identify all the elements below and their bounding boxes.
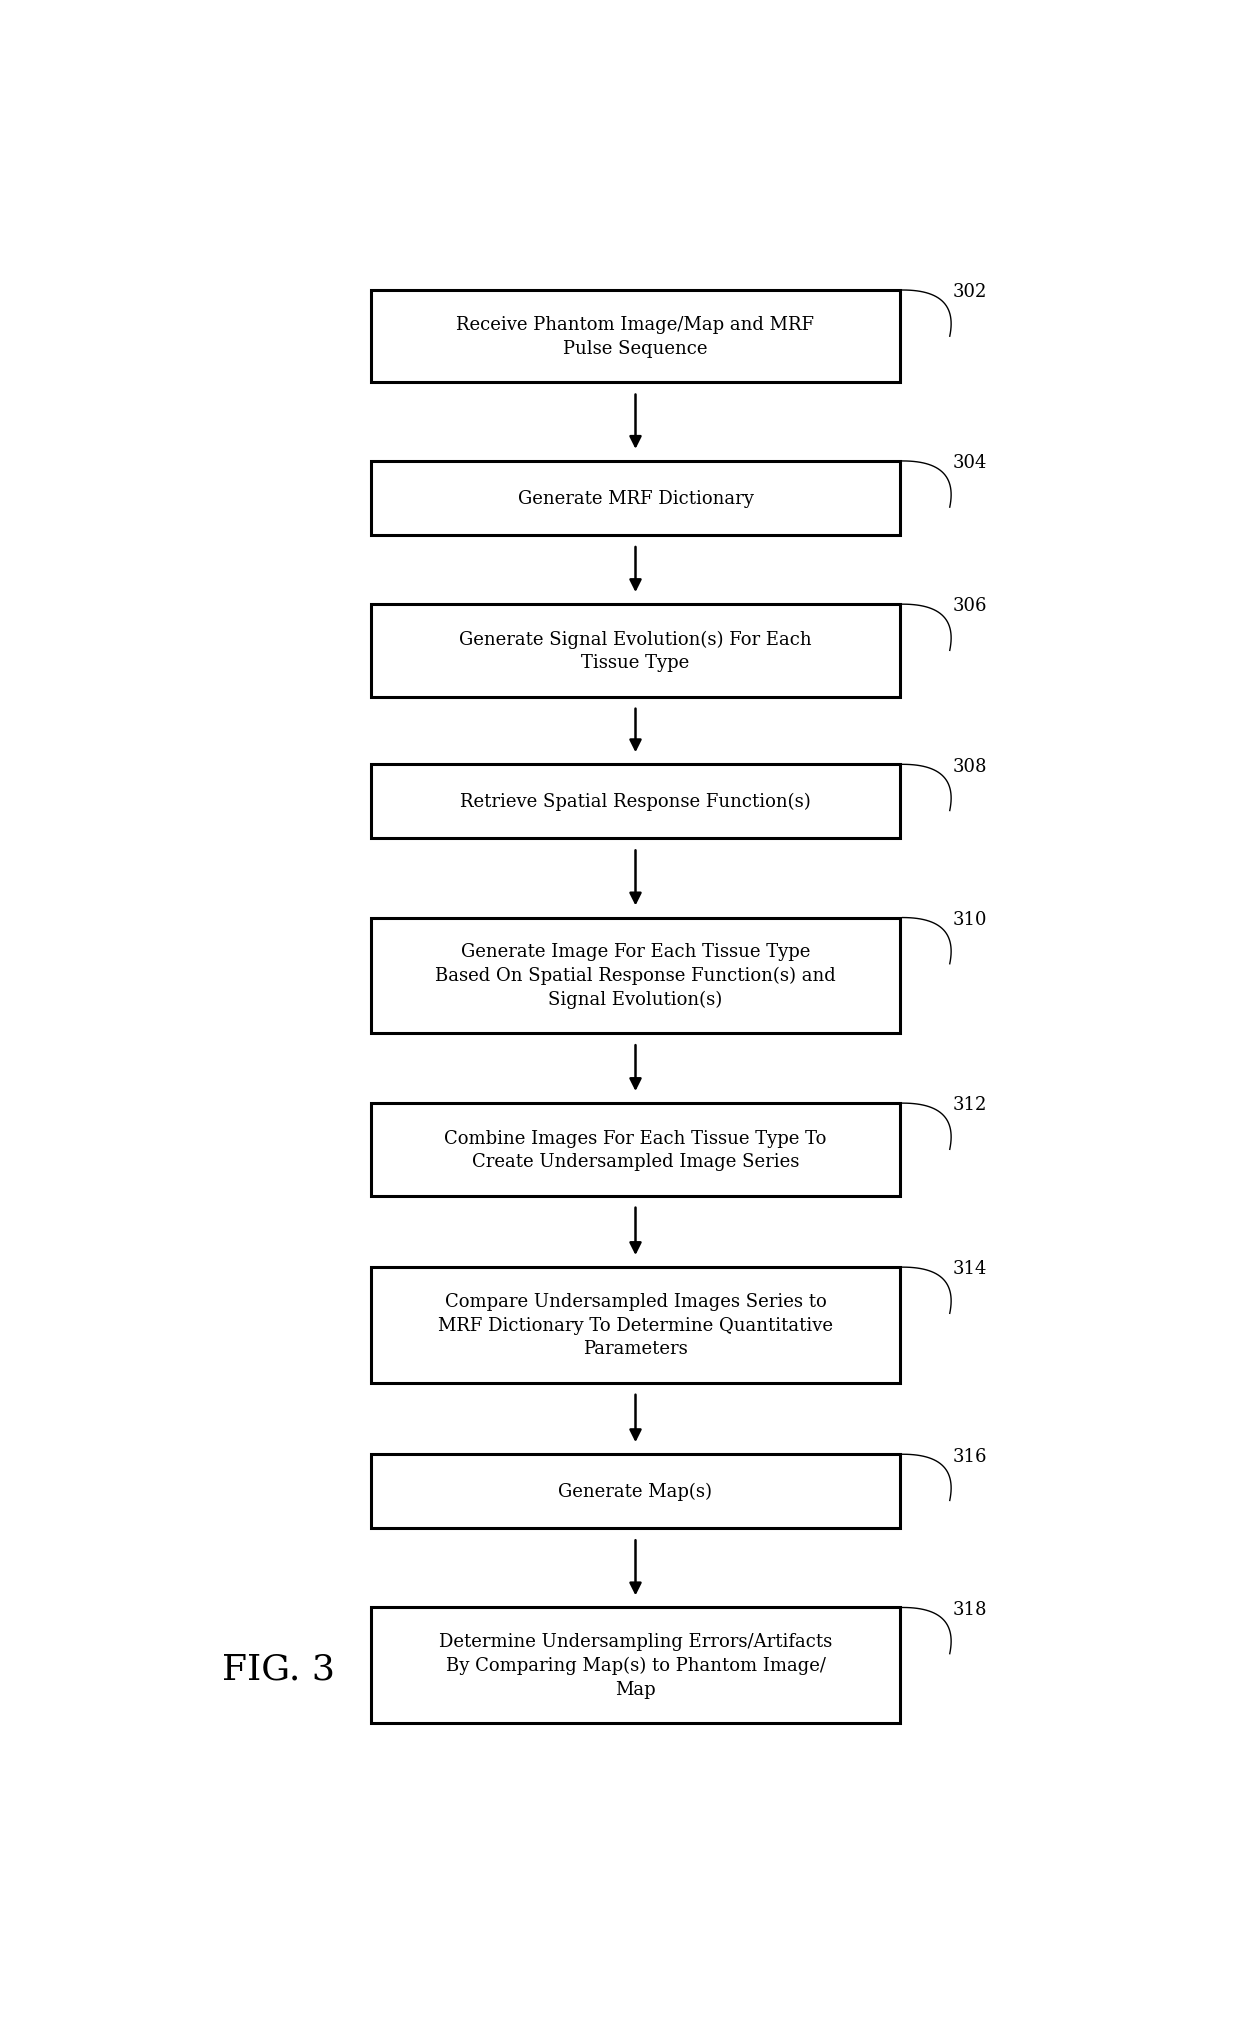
Text: Determine Undersampling Errors/Artifacts
By Comparing Map(s) to Phantom Image/
M: Determine Undersampling Errors/Artifacts… (439, 1633, 832, 1698)
Bar (371, 1607, 900, 1723)
Text: Retrieve Spatial Response Function(s): Retrieve Spatial Response Function(s) (460, 793, 811, 812)
Text: Generate Map(s): Generate Map(s) (558, 1482, 713, 1501)
Bar (371, 918, 900, 1034)
Text: 318: 318 (952, 1601, 987, 1619)
Bar (371, 461, 900, 536)
Text: 312: 312 (952, 1095, 987, 1113)
Text: Generate Signal Evolution(s) For Each
Tissue Type: Generate Signal Evolution(s) For Each Ti… (459, 630, 812, 673)
Text: Receive Phantom Image/Map and MRF
Pulse Sequence: Receive Phantom Image/Map and MRF Pulse … (456, 316, 815, 357)
Bar (371, 765, 900, 838)
Text: Compare Undersampled Images Series to
MRF Dictionary To Determine Quantitative
P: Compare Undersampled Images Series to MR… (438, 1293, 833, 1358)
Text: 308: 308 (952, 756, 987, 775)
Bar (371, 1268, 900, 1382)
Text: 310: 310 (952, 909, 987, 928)
Bar (371, 292, 900, 383)
Text: FIG. 3: FIG. 3 (222, 1652, 335, 1686)
Bar (371, 1454, 900, 1529)
Text: 302: 302 (952, 283, 987, 302)
Text: Generate Image For Each Tissue Type
Based On Spatial Response Function(s) and
Si: Generate Image For Each Tissue Type Base… (435, 942, 836, 1009)
Text: Combine Images For Each Tissue Type To
Create Undersampled Image Series: Combine Images For Each Tissue Type To C… (444, 1130, 827, 1170)
Text: 316: 316 (952, 1448, 987, 1464)
Text: 314: 314 (952, 1260, 987, 1278)
Text: Generate MRF Dictionary: Generate MRF Dictionary (517, 489, 754, 508)
Text: 304: 304 (952, 455, 987, 471)
Bar (371, 606, 900, 697)
Bar (371, 1103, 900, 1197)
Text: 306: 306 (952, 597, 987, 616)
